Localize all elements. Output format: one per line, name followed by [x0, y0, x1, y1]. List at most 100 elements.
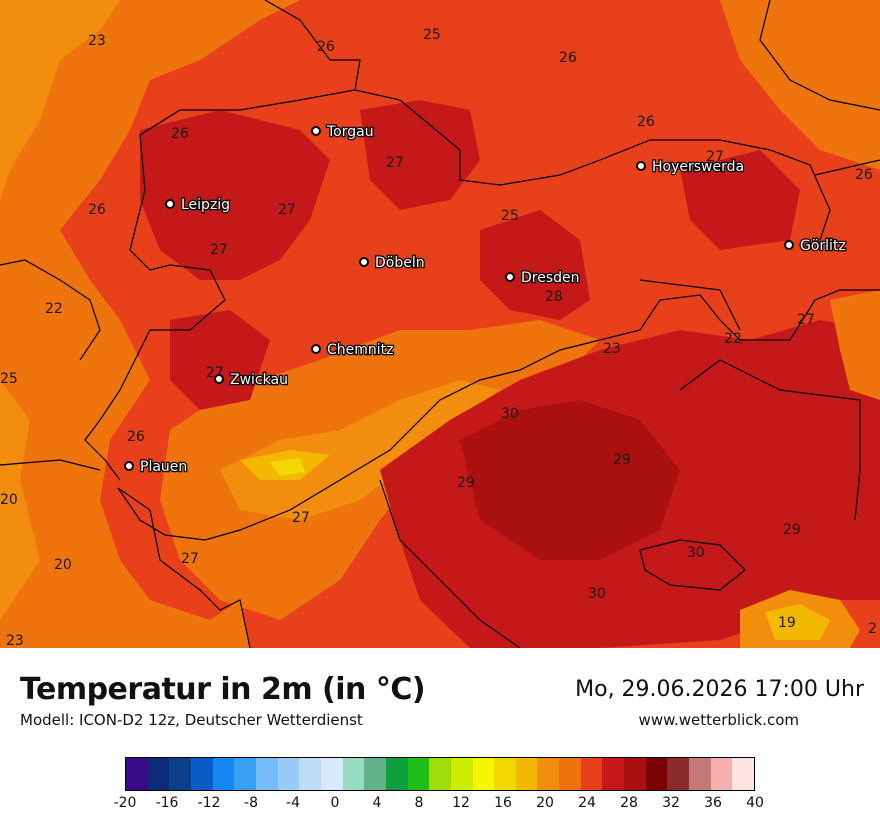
- color-legend: [125, 757, 755, 791]
- city-label: Chemnitz: [327, 342, 394, 358]
- legend-swatch: [212, 758, 235, 790]
- city-dot: [311, 126, 321, 136]
- legend-swatch: [580, 758, 603, 790]
- legend-swatch: [234, 758, 256, 790]
- temperature-value: 22: [724, 331, 742, 347]
- legend-tick-label: 40: [746, 795, 764, 811]
- temp-zone-hot-leipzig: [140, 110, 330, 280]
- legend-tick-label: 0: [330, 795, 340, 811]
- legend-tick-label: -4: [286, 795, 300, 811]
- border-bohemia: [117, 289, 880, 541]
- legend-tick-label: 24: [578, 795, 596, 811]
- temperature-value: 27: [292, 510, 310, 526]
- temperature-value: 27: [706, 149, 724, 165]
- legend-tick-label: 20: [536, 795, 554, 811]
- legend-swatch: [667, 758, 690, 790]
- temperature-value: 22: [45, 301, 63, 317]
- legend-swatch: [147, 758, 170, 790]
- temperature-value: 27: [278, 202, 296, 218]
- city-label: Plauen: [140, 459, 187, 475]
- city-dot: [124, 461, 134, 471]
- map-value-labels: 23 26 25 26 26 27 27 26 26 27 27 25 26 28 22 27 22 23 25 27…: [0, 27, 877, 648]
- temperature-value: 20: [54, 557, 72, 573]
- temperature-value: 30: [687, 545, 705, 561]
- legend-swatch: [624, 758, 646, 790]
- temperature-value: 26: [637, 114, 655, 130]
- legend-swatch: [277, 758, 300, 790]
- legend-swatch: [342, 758, 365, 790]
- legend-tick-label: 12: [452, 795, 470, 811]
- temp-zone-ore-band-warm: [220, 380, 500, 520]
- temperature-value: 26: [855, 167, 873, 183]
- legend-tick-label: 8: [414, 795, 424, 811]
- city-dot: [359, 257, 369, 267]
- temperature-value: 30: [501, 406, 519, 422]
- legend-tick-label: 32: [662, 795, 680, 811]
- legend-tick-label: -12: [197, 795, 221, 811]
- temperature-value: 27: [797, 312, 815, 328]
- temp-zone-yellow-core: [270, 458, 305, 476]
- temperature-value: 29: [457, 475, 475, 491]
- temp-zone-hot-torgau: [360, 100, 480, 210]
- temp-zone-east-orange: [830, 290, 880, 400]
- city-label: Leipzig: [181, 197, 230, 213]
- border-bavaria-south: [0, 459, 101, 471]
- legend-tick-label: 36: [704, 795, 722, 811]
- temperature-value: 28: [545, 289, 563, 305]
- border-czech-west: [117, 487, 251, 648]
- temperature-value: 29: [613, 452, 631, 468]
- temp-zone-south-yellow: [765, 604, 830, 640]
- border-czech-east: [679, 359, 861, 521]
- temperature-value: 27: [386, 155, 404, 171]
- temperature-value: 25: [501, 208, 519, 224]
- temperature-value: 19: [778, 615, 796, 631]
- temp-zone-west: [0, 0, 300, 648]
- legend-swatch: [299, 758, 321, 790]
- temperature-value: 26: [559, 50, 577, 66]
- legend-swatch: [450, 758, 473, 790]
- legend-swatch: [429, 758, 451, 790]
- temperature-value: 2: [868, 621, 877, 637]
- temperature-value: 23: [6, 633, 24, 648]
- legend-swatch: [559, 758, 581, 790]
- temperature-value: 23: [88, 33, 106, 49]
- legend-swatch: [515, 758, 538, 790]
- legend-tick-label: -16: [155, 795, 179, 811]
- legend-tick-label: 28: [620, 795, 638, 811]
- temperature-value: 29: [783, 522, 801, 538]
- legend-swatch: [645, 758, 668, 790]
- legend-tick-label: 16: [494, 795, 512, 811]
- legend-swatch: [710, 758, 733, 790]
- legend-tick-label: -8: [244, 795, 258, 811]
- legend-ticks: -20 -16 -12 -8 -4 0 4 8 12 16 20 24 28 32 36 40: [0, 795, 880, 815]
- city-dot: [311, 344, 321, 354]
- legend-tick-label: 4: [372, 795, 382, 811]
- legend-swatch: [494, 758, 516, 790]
- forecast-datetime: Mo, 29.06.2026 17:00 Uhr: [575, 677, 864, 702]
- city-label: Dresden: [521, 270, 580, 286]
- legend-swatch: [126, 758, 148, 790]
- website-link[interactable]: www.wetterblick.com: [638, 711, 799, 729]
- legend-swatch: [320, 758, 343, 790]
- border-north: [354, 89, 831, 241]
- footer: [0, 648, 880, 830]
- legend-swatch: [169, 758, 191, 790]
- temp-zone-hot-lusatia: [680, 150, 800, 250]
- map-subtitle: Modell: ICON-D2 12z, Deutscher Wetterdie…: [20, 711, 363, 729]
- legend-swatch: [407, 758, 430, 790]
- border-west-thuringia: [0, 259, 101, 361]
- legend-swatch: [255, 758, 278, 790]
- legend-swatch: [385, 758, 408, 790]
- border-poland: [639, 279, 741, 331]
- city-label: Görlitz: [800, 238, 846, 254]
- state-borders: [0, 0, 880, 648]
- temperature-value: 26: [127, 429, 145, 445]
- city-dot: [636, 161, 646, 171]
- legend-swatch: [602, 758, 625, 790]
- legend-swatch: [732, 758, 755, 790]
- city-markers: Torgau Leipzig Hoyerswerda Görlitz Döbeln Dre…: [124, 123, 847, 476]
- map-title: Temperatur in 2m (in °C): [20, 672, 426, 707]
- temperature-value: 27: [181, 551, 199, 567]
- temperature-value: 23: [603, 341, 621, 357]
- legend-swatch: [689, 758, 711, 790]
